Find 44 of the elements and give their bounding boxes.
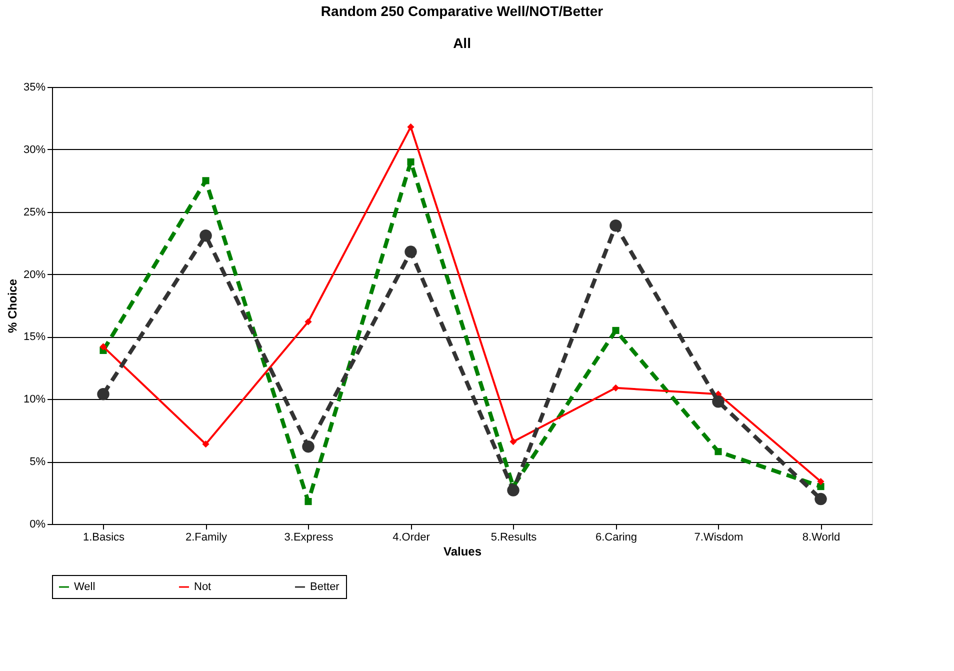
point xyxy=(612,384,620,392)
y-tick-label: 35% xyxy=(23,82,46,94)
point xyxy=(202,177,210,184)
x-tick-label: 1.Basics xyxy=(82,532,126,544)
point xyxy=(510,438,517,446)
point xyxy=(714,448,722,456)
legend-label: Better xyxy=(310,581,340,593)
y-tick-label: 0% xyxy=(30,518,46,530)
x-tick-label: 6.Caring xyxy=(595,532,638,544)
point xyxy=(817,483,824,490)
point xyxy=(304,318,312,326)
y-axis-title: % Choice xyxy=(5,278,20,334)
point xyxy=(814,492,827,506)
point xyxy=(404,246,417,258)
y-tick-label: 30% xyxy=(23,144,46,156)
legend-label: Not xyxy=(194,581,212,593)
chart-subtitle: All xyxy=(453,35,471,51)
x-tick-label: 7.Wisdom xyxy=(694,532,744,544)
y-tick-label: 20% xyxy=(23,268,46,281)
point xyxy=(100,343,107,350)
x-tick-label: 5.Results xyxy=(490,532,538,544)
point xyxy=(202,440,210,448)
point xyxy=(817,478,824,486)
x-axis-title: Values xyxy=(443,544,482,558)
y-tick-label: 5% xyxy=(30,456,46,468)
point xyxy=(304,498,312,506)
y-tick-label: 10% xyxy=(23,394,46,406)
y-tick-label: 25% xyxy=(23,206,46,218)
x-tick-label: 4.Order xyxy=(392,532,430,544)
x-tick-label: 3.Express xyxy=(284,532,334,544)
legend-label: Well xyxy=(74,581,96,593)
point xyxy=(200,229,212,242)
point xyxy=(712,396,724,408)
point xyxy=(302,440,314,453)
x-tick-label: 8.World xyxy=(802,532,840,544)
chart-title: Random 250 Comparative Well/NOT/Better xyxy=(320,3,604,19)
x-tick-label: 2.Family xyxy=(185,532,228,544)
point xyxy=(97,388,110,400)
point xyxy=(407,123,414,130)
point xyxy=(507,484,520,496)
point xyxy=(612,326,620,334)
y-tick-label: 15% xyxy=(23,331,46,344)
point xyxy=(610,219,622,232)
point xyxy=(407,158,414,166)
